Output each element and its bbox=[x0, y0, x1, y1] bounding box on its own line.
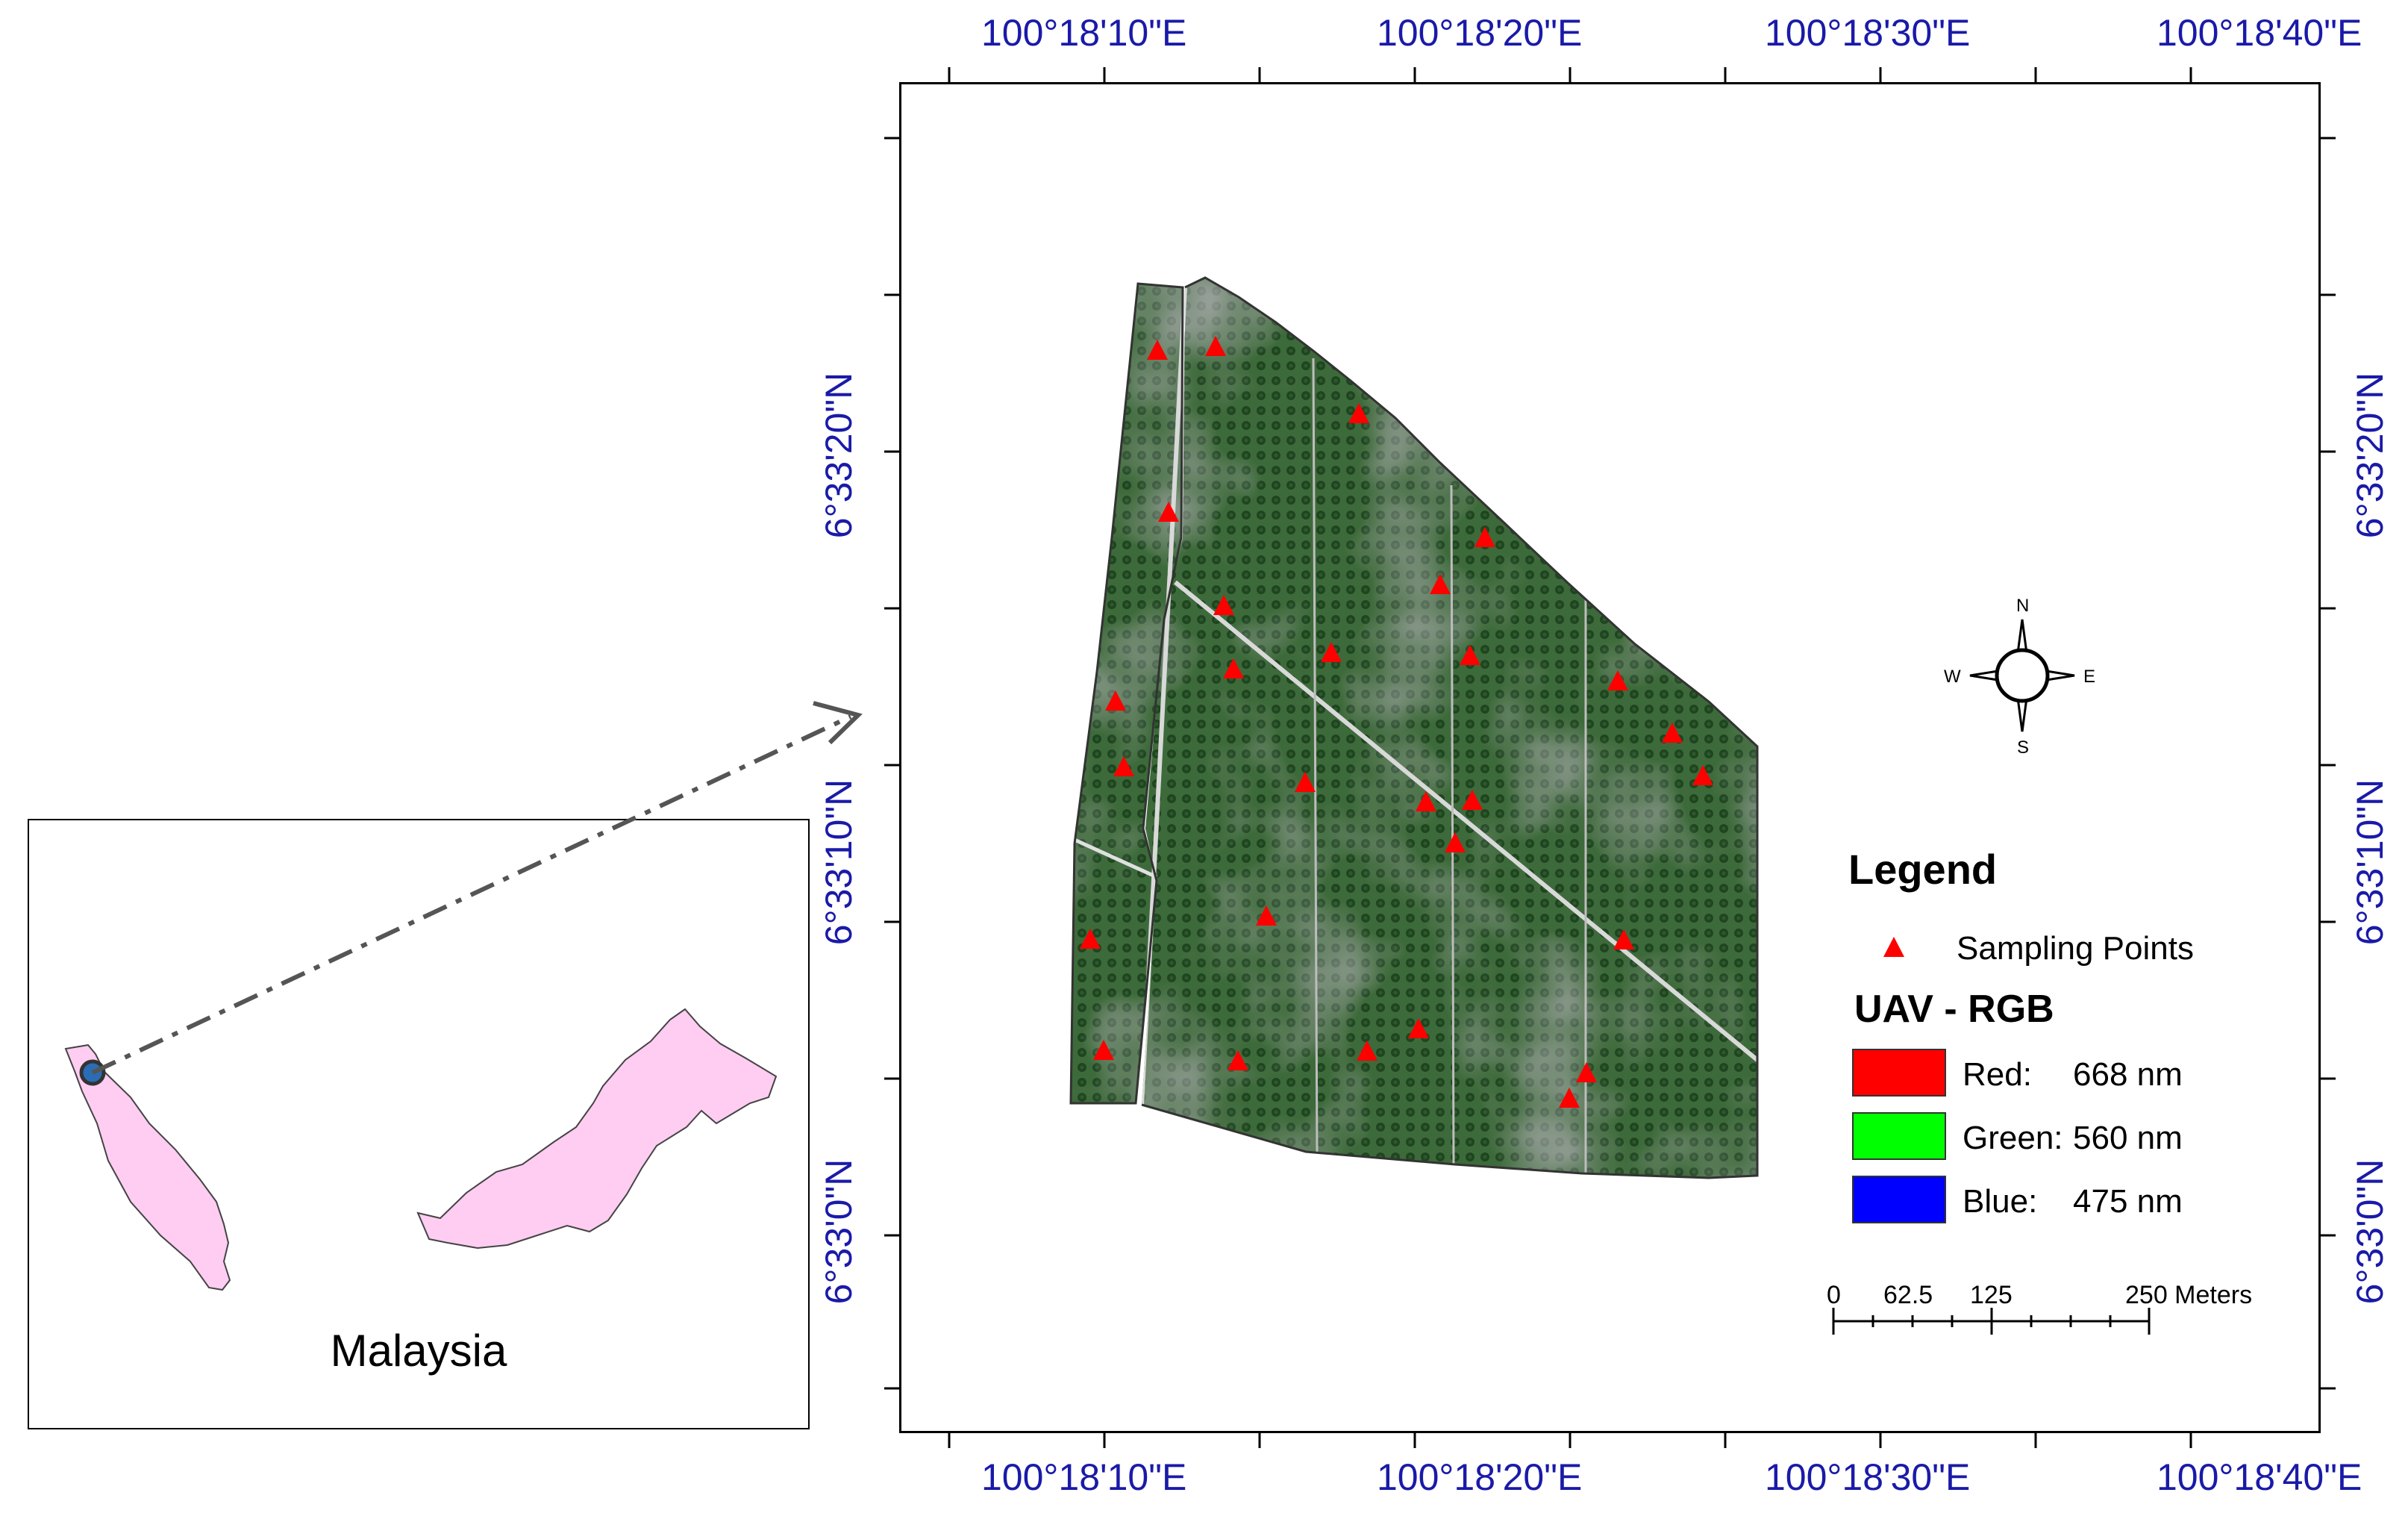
main-map-frame bbox=[899, 82, 2321, 1433]
sampling-point bbox=[1462, 790, 1483, 810]
scale-bar bbox=[1832, 1308, 2151, 1335]
peninsular-malaysia-shape bbox=[64, 1044, 231, 1291]
sampling-point bbox=[1416, 791, 1436, 811]
compass-n-label: N bbox=[2016, 596, 2030, 616]
sampling-point bbox=[1223, 658, 1244, 679]
sampling-point bbox=[1348, 403, 1369, 423]
compass-s-label: S bbox=[2017, 737, 2030, 758]
left-axis-label: 6°33'20"N bbox=[818, 372, 860, 539]
red-band-swatch bbox=[1852, 1049, 1946, 1097]
bottom-axis-label: 100°18'30"E bbox=[1765, 1456, 1971, 1498]
right-axis-label: 6°33'10"N bbox=[2349, 779, 2391, 946]
sampling-point bbox=[1228, 1050, 1248, 1070]
sampling-point bbox=[1147, 340, 1168, 360]
top-axis-label: 100°18'40"E bbox=[2157, 12, 2362, 54]
legend-sampling-label: Sampling Points bbox=[1957, 930, 2194, 967]
sampling-point bbox=[1113, 756, 1134, 776]
bottom-axis-label: 100°18'20"E bbox=[1377, 1456, 1583, 1498]
sampling-point bbox=[1576, 1062, 1597, 1082]
sampling-point bbox=[1559, 1088, 1580, 1108]
top-axis-label: 100°18'30"E bbox=[1765, 12, 1971, 54]
compass-e-label: E bbox=[2083, 667, 2096, 687]
inset-country-label: Malaysia bbox=[330, 1326, 507, 1376]
green-band-name: Green: bbox=[1963, 1120, 2063, 1156]
sampling-point bbox=[1662, 723, 1683, 743]
compass-w-label: W bbox=[1944, 667, 1961, 687]
sampling-point bbox=[1213, 595, 1234, 615]
inset-map bbox=[28, 819, 810, 1429]
blue-band-value: 475 nm bbox=[2073, 1183, 2183, 1220]
locator-arrow-line bbox=[91, 714, 852, 1075]
left-axis-label: 6°33'0"N bbox=[818, 1158, 860, 1305]
scale-label: 0 bbox=[1827, 1281, 1841, 1309]
sampling-point bbox=[1445, 832, 1466, 852]
locator-arrow-head bbox=[813, 701, 863, 745]
blue-band-name: Blue: bbox=[1963, 1183, 2038, 1220]
sampling-point bbox=[1607, 670, 1628, 690]
east-malaysia-shape bbox=[416, 1008, 778, 1250]
sampling-point bbox=[1295, 772, 1316, 792]
blue-band-swatch bbox=[1852, 1176, 1946, 1223]
sampling-point bbox=[1256, 905, 1277, 926]
left-axis-label: 6°33'10"N bbox=[818, 779, 860, 946]
sampling-point bbox=[1080, 929, 1101, 949]
sampling-point bbox=[1093, 1040, 1114, 1060]
sampling-point bbox=[1474, 527, 1495, 547]
legend-uav-title: UAV - RGB bbox=[1854, 988, 2054, 1031]
north-arrow bbox=[1969, 619, 2075, 732]
sampling-points bbox=[1080, 336, 1713, 1108]
sampling-point bbox=[1357, 1041, 1377, 1061]
top-axis-label: 100°18'10"E bbox=[981, 12, 1187, 54]
top-axis-label: 100°18'20"E bbox=[1377, 12, 1583, 54]
sampling-point bbox=[1205, 336, 1226, 356]
bottom-axis-label: 100°18'40"E bbox=[2157, 1456, 2362, 1498]
right-axis-label: 6°33'20"N bbox=[2349, 372, 2391, 539]
red-band-value: 668 nm bbox=[2073, 1056, 2183, 1093]
legend-sampling-icon bbox=[1883, 937, 1904, 957]
uav-rgb-image bbox=[1069, 276, 1759, 1179]
frame-ticks bbox=[884, 67, 2336, 1448]
red-band-name: Red: bbox=[1963, 1056, 2032, 1093]
right-axis-label: 6°33'0"N bbox=[2349, 1158, 2391, 1305]
green-band-swatch bbox=[1852, 1112, 1946, 1160]
scale-label: 62.5 bbox=[1883, 1281, 1933, 1309]
sampling-point bbox=[1408, 1018, 1429, 1038]
scale-label: 250 Meters bbox=[2125, 1281, 2253, 1309]
sampling-point bbox=[1692, 765, 1713, 785]
sampling-point bbox=[1430, 574, 1451, 594]
green-band-value: 560 nm bbox=[2073, 1120, 2183, 1156]
scale-label: 125 bbox=[1970, 1281, 2013, 1309]
sampling-point bbox=[1460, 645, 1480, 665]
sampling-point bbox=[1613, 929, 1634, 949]
sampling-point bbox=[1321, 642, 1342, 662]
sampling-point bbox=[1158, 502, 1179, 522]
bottom-axis-label: 100°18'10"E bbox=[981, 1456, 1187, 1498]
sampling-point bbox=[1105, 690, 1126, 711]
legend-title: Legend bbox=[1848, 846, 1998, 893]
